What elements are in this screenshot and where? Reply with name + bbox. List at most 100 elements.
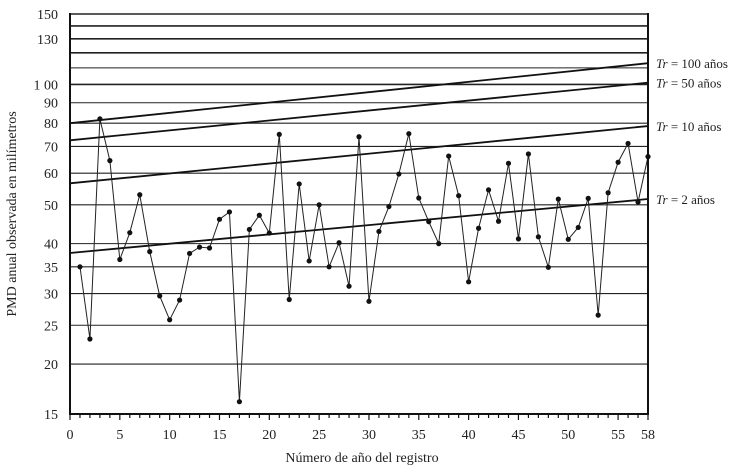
data-point xyxy=(216,216,223,222)
y-tick-label: 150 xyxy=(37,8,58,23)
x-tick-label: 0 xyxy=(67,428,74,443)
data-point xyxy=(137,192,143,198)
data-point xyxy=(246,226,252,233)
data-point xyxy=(585,195,591,201)
x-tick-label: 15 xyxy=(212,428,226,443)
data-point xyxy=(436,241,442,247)
data-point xyxy=(545,264,551,270)
data-point xyxy=(226,209,233,215)
data-point xyxy=(206,245,213,251)
x-tick-label: 55 xyxy=(611,428,625,443)
trend-label-tr: Tr xyxy=(656,76,669,91)
data-point xyxy=(525,151,532,157)
data-point xyxy=(456,193,462,199)
data-point xyxy=(565,236,571,242)
data-point xyxy=(446,153,452,159)
data-point xyxy=(336,240,342,246)
data-point xyxy=(635,199,641,205)
data-point xyxy=(316,202,322,208)
trend-line xyxy=(69,81,649,142)
trend-line xyxy=(69,198,649,254)
y-tick-label: 60 xyxy=(44,167,58,182)
data-point xyxy=(117,256,123,263)
data-point xyxy=(426,219,432,225)
data-point xyxy=(615,159,621,165)
data-point xyxy=(157,293,163,299)
y-tick-label: 35 xyxy=(44,261,58,276)
trend-label-tr: Tr xyxy=(656,56,669,71)
y-tick-label: 1 00 xyxy=(34,78,59,93)
data-point xyxy=(386,203,392,210)
trend-label-text: = 100 años xyxy=(668,56,728,71)
data-point xyxy=(276,131,282,138)
x-tick-label: 40 xyxy=(462,428,476,443)
y-tick-label: 25 xyxy=(44,319,58,334)
y-axis-label: PMD anual observada en milímetros xyxy=(5,111,20,316)
data-point xyxy=(466,279,472,285)
x-tick-label: 10 xyxy=(163,428,177,443)
x-tick-label: 30 xyxy=(362,428,376,443)
data-point xyxy=(555,196,561,202)
x-tick-label: 25 xyxy=(312,428,326,443)
data-point xyxy=(196,244,203,250)
x-tick-label: 5 xyxy=(116,428,123,443)
data-point xyxy=(356,134,362,140)
trend-label-text: = 50 años xyxy=(668,76,722,91)
trend-label-tr: Tr xyxy=(656,192,669,207)
data-point xyxy=(416,195,422,201)
y-tick-label: 30 xyxy=(44,288,58,303)
y-tick-label: 80 xyxy=(44,117,58,132)
x-tick-label: 58 xyxy=(641,428,655,443)
y-tick-label: 90 xyxy=(44,97,58,112)
data-point xyxy=(495,218,502,224)
x-tick-label: 35 xyxy=(412,428,426,443)
data-point xyxy=(595,312,601,318)
y-tick-label: 20 xyxy=(44,358,58,373)
data-point xyxy=(505,160,512,166)
trend-label: Tr = 10 años xyxy=(656,119,722,134)
data-point xyxy=(266,230,272,236)
y-tick-label: 130 xyxy=(37,33,58,48)
data-point xyxy=(167,317,173,323)
x-axis-label: Número de año del registro xyxy=(285,451,438,466)
data-point xyxy=(306,258,312,264)
data-point xyxy=(366,298,372,304)
data-point xyxy=(605,190,611,196)
trend-label-text: = 2 años xyxy=(668,192,715,207)
data-point xyxy=(107,158,113,164)
trend-label-tr: Tr xyxy=(656,119,669,134)
data-point xyxy=(515,236,522,242)
y-tick-label: 70 xyxy=(44,140,58,155)
data-point xyxy=(396,171,402,177)
data-point xyxy=(177,297,183,303)
x-tick-label: 50 xyxy=(561,428,575,443)
series-line xyxy=(79,118,649,402)
data-point xyxy=(147,249,153,255)
trend-line xyxy=(69,62,649,125)
trend-label-text: = 10 años xyxy=(668,119,722,134)
x-tick-label: 20 xyxy=(262,428,276,443)
x-tick-label: 45 xyxy=(511,428,525,443)
data-point xyxy=(535,234,541,240)
y-tick-labels: 15 20 25 30 35 40 50 60 70 80 90 1 00 130 150 xyxy=(34,8,59,423)
data-point xyxy=(87,336,93,342)
data-point xyxy=(326,264,332,270)
data-point xyxy=(256,212,262,218)
data-point xyxy=(127,230,133,236)
data-point xyxy=(575,224,581,231)
axes xyxy=(69,13,649,420)
data-point xyxy=(296,181,302,187)
data-point xyxy=(485,187,492,193)
data-point xyxy=(97,116,103,122)
x-tick-labels: 0 5 10 15 20 25 30 35 40 45 50 55 58 xyxy=(67,428,656,443)
trend-label: Tr = 2 años xyxy=(656,192,715,207)
gridlines xyxy=(70,13,648,415)
trend-label: Tr = 50 años xyxy=(656,76,722,91)
data-series xyxy=(77,116,651,405)
data-point xyxy=(376,228,382,235)
y-tick-label: 40 xyxy=(44,238,58,253)
trend-lines xyxy=(69,62,649,254)
trend-label: Tr = 100 años xyxy=(656,56,728,71)
